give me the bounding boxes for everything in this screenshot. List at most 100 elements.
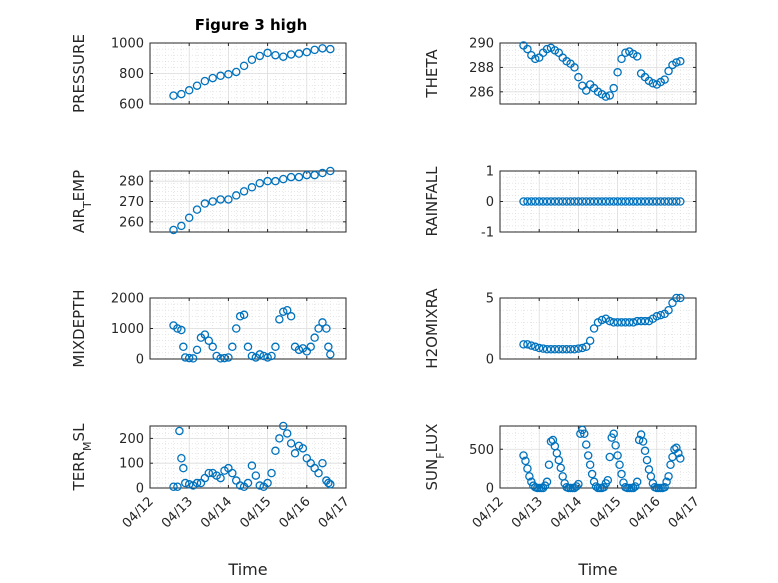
- data-point: [668, 452, 677, 462]
- x-tick-label: 04/14: [548, 494, 585, 531]
- data-point: [271, 176, 280, 186]
- data-point: [192, 81, 202, 90]
- data-point: [231, 191, 241, 200]
- data-point: [224, 195, 233, 204]
- data-point: [664, 305, 673, 315]
- data-point: [662, 477, 671, 487]
- data-point: [676, 57, 685, 66]
- data-point: [294, 172, 304, 182]
- data-point: [310, 333, 319, 342]
- x-tick-label: 04/15: [587, 494, 624, 531]
- data-point: [318, 44, 327, 53]
- data-point: [271, 446, 280, 456]
- data-point: [251, 471, 261, 480]
- data-point: [646, 472, 656, 481]
- data-point: [609, 429, 618, 438]
- data-point: [239, 310, 249, 320]
- data-point: [204, 336, 214, 345]
- data-point: [638, 437, 648, 446]
- data-point: [181, 353, 190, 362]
- data-point: [324, 342, 333, 352]
- x-tick-label: 04/12: [120, 494, 157, 531]
- data-point: [179, 342, 188, 352]
- data-point: [629, 483, 638, 493]
- data-point: [177, 325, 186, 335]
- data-point: [177, 453, 186, 463]
- data-point: [552, 448, 562, 458]
- y-tick-label: 1: [486, 165, 494, 180]
- data-point: [275, 315, 284, 324]
- data-point: [192, 345, 202, 355]
- y-tick-label: 800: [119, 67, 144, 82]
- data-point: [184, 353, 194, 363]
- subplot-6: 0 5 H2OMIXRA: [423, 288, 697, 369]
- data-point: [583, 451, 593, 460]
- data-point: [243, 342, 253, 352]
- data-point: [169, 91, 178, 100]
- data-point: [302, 47, 312, 57]
- data-point: [177, 221, 186, 231]
- x-tick-label: 04/14: [198, 494, 235, 531]
- data-point: [542, 44, 552, 54]
- y-tick-label: 0: [486, 353, 494, 368]
- data-point: [668, 298, 677, 308]
- data-point: [247, 55, 257, 65]
- data-point: [326, 44, 335, 54]
- data-point: [192, 478, 202, 488]
- data-point: [632, 52, 642, 61]
- data-point: [603, 475, 613, 485]
- axes-box: [499, 297, 697, 360]
- data-point: [208, 197, 217, 206]
- data-point: [534, 343, 544, 353]
- y-tick-label: 5: [486, 292, 494, 307]
- data-point: [177, 89, 186, 99]
- data-point: [585, 460, 595, 469]
- data-point: [570, 344, 579, 354]
- data-point: [255, 350, 265, 359]
- data-point: [640, 316, 650, 326]
- data-point: [286, 439, 296, 448]
- x-axis-label: Time: [227, 560, 267, 579]
- data-point: [188, 354, 198, 363]
- data-point: [605, 91, 615, 100]
- data-point: [200, 199, 210, 208]
- data-point: [585, 336, 595, 345]
- data-point: [173, 482, 182, 492]
- data-point: [521, 456, 530, 466]
- data-point: [664, 472, 673, 481]
- data-point: [605, 316, 615, 326]
- data-point: [542, 477, 552, 487]
- y-tick-label: 1000: [111, 37, 144, 52]
- data-point: [247, 461, 257, 470]
- data-point: [184, 213, 194, 223]
- data-point: [175, 426, 184, 436]
- data-point: [239, 187, 249, 196]
- data-point: [181, 478, 190, 488]
- data-point: [255, 481, 265, 490]
- data-point: [615, 460, 624, 469]
- y-axis-label: H2OMIXRA: [423, 288, 441, 369]
- data-point: [538, 483, 548, 493]
- y-axis-label: MIXDEPTH: [70, 289, 88, 367]
- data-point: [609, 83, 618, 93]
- data-point: [632, 477, 642, 487]
- data-point: [660, 75, 669, 84]
- data-point: [523, 464, 532, 473]
- data-point: [275, 434, 284, 443]
- figure-title: Figure 3 high: [195, 16, 308, 34]
- x-tick-label: 04/12: [470, 494, 507, 531]
- data-point: [282, 305, 292, 315]
- data-point: [523, 340, 532, 349]
- data-point: [239, 61, 249, 71]
- data-point: [674, 448, 683, 458]
- data-point: [263, 353, 272, 362]
- data-point: [578, 343, 587, 353]
- data-point: [220, 353, 229, 363]
- data-point: [322, 324, 331, 333]
- data-point: [192, 205, 202, 214]
- y-axis-label: RAINFALL: [423, 166, 441, 237]
- data-point: [531, 342, 540, 352]
- y-tick-label: 600: [119, 98, 144, 113]
- data-point: [525, 472, 534, 481]
